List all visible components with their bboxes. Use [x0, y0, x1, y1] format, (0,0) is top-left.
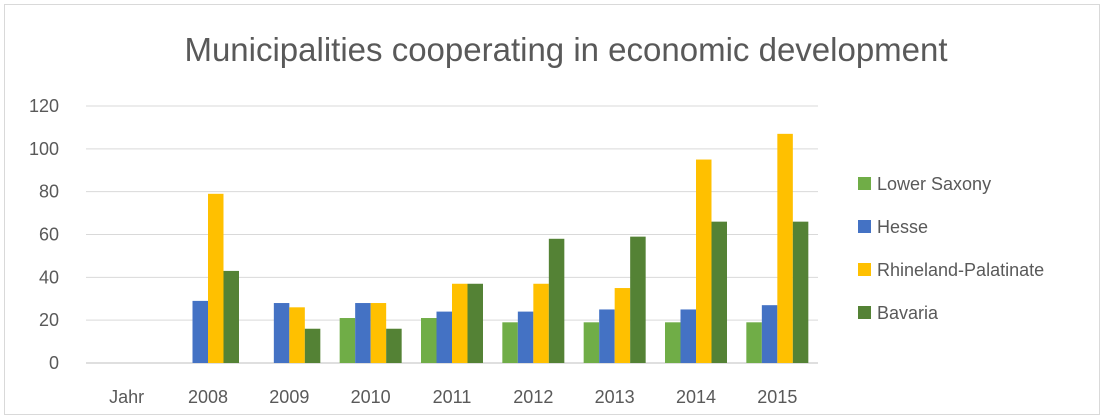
x-tick-label: Jahr — [109, 387, 144, 407]
bar-lower-saxony-2015 — [746, 322, 762, 363]
bar-hesse-2013 — [599, 309, 615, 363]
legend-label: Hesse — [877, 217, 928, 237]
chart-title: Municipalities cooperating in economic d… — [184, 31, 947, 68]
legend-swatch — [858, 306, 871, 319]
bar-bavaria-2008 — [223, 270, 239, 363]
legend-swatch — [858, 220, 871, 233]
x-tick-label: 2014 — [676, 387, 716, 407]
bar-rhineland-palatinate-2008 — [208, 193, 224, 363]
bar-hesse-2009 — [273, 303, 290, 363]
x-tick-label: 2015 — [757, 387, 797, 407]
legend-swatch — [858, 177, 871, 190]
y-tick-label: 100 — [29, 139, 59, 159]
bar-rhineland-palatinate-2012 — [533, 283, 549, 363]
bar-hesse-2010 — [355, 303, 371, 363]
bar-lower-saxony-2013 — [583, 322, 600, 363]
bar-hesse-2015 — [761, 305, 778, 363]
bar-bavaria-2015 — [792, 221, 809, 363]
bar-rhineland-palatinate-2010 — [370, 303, 387, 363]
bar-bavaria-2013 — [630, 236, 646, 363]
bar-lower-saxony-2010 — [339, 318, 356, 363]
y-tick-label: 60 — [39, 225, 59, 245]
bar-bavaria-2012 — [548, 238, 565, 363]
legend-label: Bavaria — [877, 303, 939, 323]
y-tick-label: 0 — [49, 353, 59, 373]
bar-bavaria-2014 — [711, 221, 727, 363]
bar-rhineland-palatinate-2014 — [696, 159, 712, 363]
legend: Lower Saxony Hesse Rhineland-Palatinate Bav… — [858, 174, 1044, 323]
y-tick-label: 120 — [29, 96, 59, 116]
x-axis: Jahr 2008 2009 2010 2011 2012 2013 2014 2015 — [109, 387, 797, 407]
legend-label: Lower Saxony — [877, 174, 991, 194]
bar-bavaria-2011 — [467, 283, 483, 363]
bar-rhineland-palatinate-2013 — [614, 288, 631, 363]
legend-label: Rhineland-Palatinate — [877, 260, 1044, 280]
bar-hesse-2012 — [517, 311, 534, 363]
y-tick-label: 80 — [39, 182, 59, 202]
bar-rhineland-palatinate-2015 — [777, 133, 793, 363]
bars — [192, 133, 809, 363]
x-tick-label: 2011 — [433, 387, 472, 407]
x-tick-label: 2012 — [513, 387, 553, 407]
bar-lower-saxony-2011 — [421, 318, 437, 363]
bar-lower-saxony-2012 — [502, 322, 518, 363]
y-tick-label: 40 — [39, 267, 59, 287]
x-tick-label: 2009 — [269, 387, 309, 407]
y-tick-label: 20 — [39, 310, 59, 330]
bar-hesse-2014 — [680, 309, 696, 363]
legend-swatch — [858, 263, 871, 276]
bar-hesse-2011 — [436, 311, 452, 363]
bar-bavaria-2010 — [386, 328, 402, 363]
bar-rhineland-palatinate-2011 — [452, 283, 468, 363]
y-axis: 0 20 40 60 80 100 120 — [29, 96, 59, 373]
bar-hesse-2008 — [192, 300, 208, 363]
bar-rhineland-palatinate-2009 — [289, 307, 305, 363]
bar-lower-saxony-2014 — [665, 322, 681, 363]
x-tick-label: 2010 — [351, 387, 391, 407]
x-tick-label: 2013 — [595, 387, 635, 407]
bar-bavaria-2009 — [304, 328, 321, 363]
x-tick-label: 2008 — [188, 387, 228, 407]
